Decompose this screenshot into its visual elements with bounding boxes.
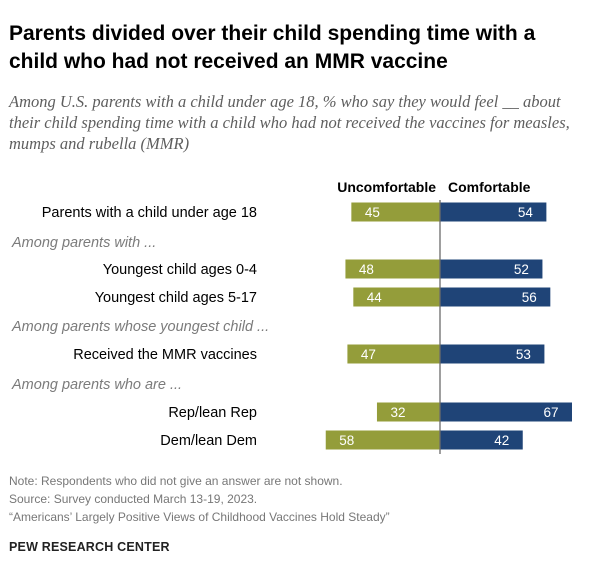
category-label: Rep/lean Rep — [168, 405, 257, 421]
category-label: Dem/lean Dem — [160, 433, 257, 449]
footer-report: “Americans’ Largely Positive Views of Ch… — [9, 510, 390, 524]
bar-comfortable — [440, 402, 572, 422]
data-label-uncomfortable: 32 — [390, 405, 405, 420]
category-label: Parents with a child under age 18 — [42, 205, 257, 221]
chart-subtitle: Among U.S. parents with a child under ag… — [9, 92, 570, 153]
group-label: Among parents with ... — [11, 235, 156, 251]
category-label: Youngest child ages 5-17 — [95, 290, 257, 306]
diverging-bar-chart: Uncomfortable Comfortable Parents with a c… — [11, 179, 572, 454]
bar-comfortable — [440, 202, 547, 222]
category-label: Youngest child ages 0-4 — [103, 262, 257, 278]
bar-uncomfortable — [376, 402, 440, 422]
brand-logo-text: PEW RESEARCH CENTER — [9, 540, 170, 554]
legend-comfortable: Comfortable — [448, 179, 531, 195]
data-label-comfortable: 42 — [494, 433, 509, 448]
data-label-comfortable: 67 — [543, 405, 558, 420]
data-label-uncomfortable: 58 — [339, 433, 354, 448]
group-label: Among parents whose youngest child ... — [11, 319, 269, 335]
bar-uncomfortable — [353, 287, 440, 307]
data-label-uncomfortable: 48 — [359, 262, 374, 277]
bar-comfortable — [440, 259, 543, 279]
bar-comfortable — [440, 430, 523, 450]
data-label-comfortable: 56 — [522, 290, 537, 305]
category-label: Received the MMR vaccines — [73, 347, 257, 363]
data-label-uncomfortable: 44 — [367, 290, 383, 305]
chart-title: Parents divided over their child spendin… — [9, 22, 536, 73]
data-label-comfortable: 54 — [518, 205, 534, 220]
footer-source: Source: Survey conducted March 13-19, 20… — [9, 492, 258, 506]
data-label-uncomfortable: 47 — [361, 347, 376, 362]
data-label-comfortable: 52 — [514, 262, 529, 277]
footer-note: Note: Respondents who did not give an an… — [9, 474, 343, 488]
bar-comfortable — [440, 287, 551, 307]
group-label: Among parents who are ... — [11, 377, 182, 393]
bar-uncomfortable — [351, 202, 440, 222]
bar-uncomfortable — [347, 344, 440, 364]
footer: Note: Respondents who did not give an an… — [9, 472, 589, 526]
legend-uncomfortable: Uncomfortable — [337, 179, 436, 195]
data-label-comfortable: 53 — [516, 347, 531, 362]
bar-uncomfortable — [345, 259, 440, 279]
bar-uncomfortable — [325, 430, 440, 450]
bar-comfortable — [440, 344, 545, 364]
data-label-uncomfortable: 45 — [365, 205, 380, 220]
